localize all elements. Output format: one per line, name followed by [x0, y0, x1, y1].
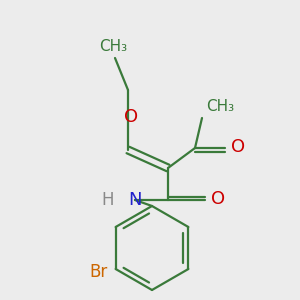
Text: CH₃: CH₃ [206, 99, 234, 114]
Text: H: H [101, 191, 114, 209]
Text: Br: Br [89, 263, 108, 281]
Text: O: O [124, 108, 138, 126]
Text: CH₃: CH₃ [99, 39, 127, 54]
Text: O: O [231, 138, 245, 156]
Text: O: O [211, 190, 225, 208]
Text: N: N [128, 191, 142, 209]
